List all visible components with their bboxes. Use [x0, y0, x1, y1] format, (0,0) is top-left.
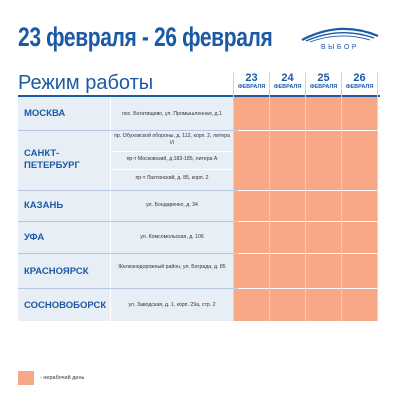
address: Железнодорожный район, ул. Боградa, д. 8…	[118, 264, 226, 270]
row-divider	[18, 130, 238, 131]
row-divider	[18, 288, 238, 289]
non-working-cell	[306, 222, 341, 253]
address: пос. Богатищево, ул. Промышленная, д.1	[122, 111, 222, 117]
non-working-cell	[234, 222, 269, 253]
column-header-25: 25 ФЕВРАЛЯ	[306, 72, 341, 91]
address: пр-т Лахтинский, д. 85, корп. 2	[135, 175, 209, 181]
column-month: ФЕВРАЛЯ	[237, 84, 266, 90]
non-working-cell	[306, 191, 341, 221]
column-header-26: 26 ФЕВРАЛЯ	[342, 72, 377, 91]
row-divider	[18, 221, 238, 222]
city-ufa: УФА	[24, 232, 45, 243]
address: ул. Заводская, д. 1, корп. 29а, стр. 2	[128, 302, 216, 308]
brand-logo: ВЫБОР	[296, 22, 384, 52]
non-working-cell	[234, 97, 269, 130]
logo-text: ВЫБОР	[321, 44, 359, 51]
column-day: 24	[281, 72, 294, 84]
column-header-23: 23 ФЕВРАЛЯ	[234, 72, 269, 91]
city-spb: САНКТ-ПЕТЕРБУРГ	[24, 148, 80, 171]
column-divider	[110, 97, 111, 321]
non-working-cell	[234, 191, 269, 221]
city-krasnoyarsk: КРАСНОЯРСК	[24, 266, 89, 277]
column-separator	[233, 72, 234, 321]
non-working-cell	[306, 131, 341, 190]
city-sosnovoborsk: СОСНОВОБОРСК	[24, 300, 107, 311]
city-kazan: КАЗАНЬ	[24, 200, 64, 211]
non-working-cell	[234, 289, 269, 321]
column-separator	[341, 72, 342, 321]
non-working-cell	[270, 131, 305, 190]
legend-swatch	[18, 371, 34, 385]
non-working-cell	[234, 254, 269, 288]
schedule-title: Режим работы	[18, 72, 154, 94]
header-divider	[18, 95, 380, 97]
sub-row-divider	[110, 169, 238, 170]
non-working-cell	[342, 131, 377, 190]
non-working-cell	[342, 222, 377, 253]
column-header-24: 24 ФЕВРАЛЯ	[270, 72, 305, 91]
column-month: ФЕВРАЛЯ	[273, 84, 302, 90]
column-day: 23	[245, 72, 258, 84]
address: пр-т Московский, д.183-185, литера А	[126, 156, 218, 162]
legend-label: - нерабочий день	[40, 375, 85, 381]
column-day: 25	[317, 72, 330, 84]
page-title: 23 февраля - 26 февраля	[18, 22, 273, 52]
non-working-cell	[342, 289, 377, 321]
table-body-background	[18, 97, 238, 321]
column-month: ФЕВРАЛЯ	[345, 84, 374, 90]
non-working-cell	[234, 131, 269, 190]
non-working-cell	[270, 289, 305, 321]
non-working-cell	[270, 191, 305, 221]
address: пр. Обуховской обороны, д. 112, корп. 2,…	[114, 133, 230, 146]
column-separator	[269, 72, 270, 321]
column-separator	[305, 72, 306, 321]
address: ул. Бондаренко, д. 34	[146, 202, 198, 208]
row-divider	[18, 253, 238, 254]
non-working-cell	[342, 97, 377, 130]
address: ул. Комсомольская, д. 106	[140, 234, 204, 240]
non-working-cell	[270, 222, 305, 253]
non-working-cell	[342, 254, 377, 288]
non-working-cell	[306, 97, 341, 130]
non-working-cell	[270, 254, 305, 288]
column-day: 26	[353, 72, 366, 84]
logo-arc-icon	[301, 27, 379, 43]
column-separator	[377, 72, 378, 321]
city-moscow: МОСКВА	[24, 108, 66, 119]
sub-row-divider	[110, 151, 238, 152]
column-month: ФЕВРАЛЯ	[309, 84, 338, 90]
non-working-cell	[306, 254, 341, 288]
row-divider	[18, 190, 238, 191]
non-working-cell	[270, 97, 305, 130]
non-working-cell	[342, 191, 377, 221]
non-working-cell	[306, 289, 341, 321]
